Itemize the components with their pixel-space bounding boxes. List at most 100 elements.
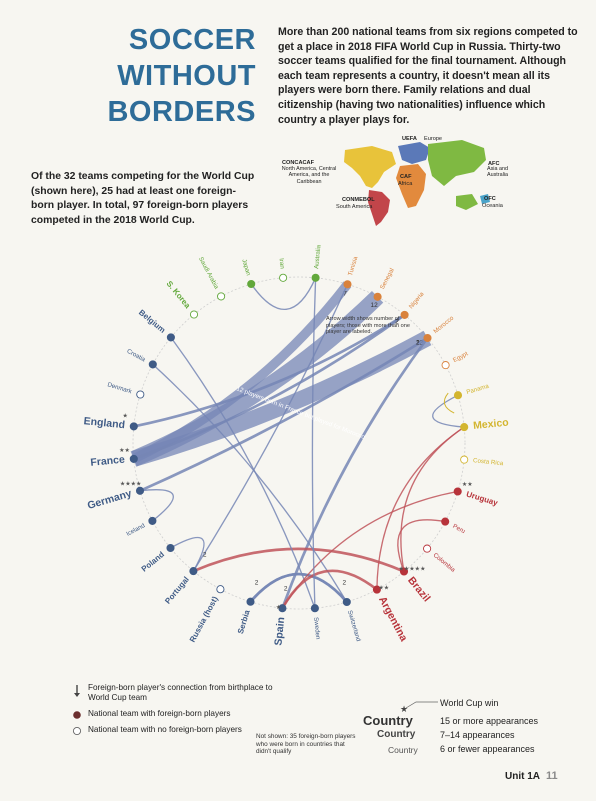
chord-link <box>281 490 458 609</box>
team-label: Switzerland <box>346 610 362 643</box>
chord-link <box>139 336 429 493</box>
mexico-loop-arrow <box>443 392 455 414</box>
chord-link <box>432 394 465 428</box>
team-node <box>166 333 175 342</box>
team-label: Mexico <box>473 417 510 432</box>
tier-medium-label: Country <box>377 729 416 740</box>
map-label-concacaf: CONCACAF <box>282 160 315 166</box>
team-label: Spain <box>272 616 287 646</box>
team-node <box>129 422 138 431</box>
link-value-label: 12 <box>371 302 379 309</box>
team-label: Australia <box>313 244 322 269</box>
chord-link <box>249 572 348 603</box>
team-node <box>423 544 432 553</box>
team-label: Saudi Arabia <box>197 256 220 291</box>
map-label-ofc: OFC <box>484 196 496 202</box>
link-value-label: 2 <box>203 552 207 559</box>
team-node <box>148 360 157 369</box>
world-cup-stars: ★★★★★ <box>399 566 426 573</box>
link-value-label: 2 <box>416 339 420 346</box>
team-label: Uruguay <box>465 490 499 508</box>
team-label: Nigeria <box>408 290 426 310</box>
team-label: Croatia <box>126 348 147 364</box>
tier-large-label: Country <box>363 713 413 728</box>
team-label: Russia (host) <box>188 595 220 644</box>
tier-medium-desc: 7–14 appearances <box>440 730 515 740</box>
team-label: Portugal <box>163 575 191 606</box>
team-node <box>400 310 409 319</box>
wc-win-label: World Cup win <box>440 698 499 708</box>
map-label-europe: Europe <box>424 136 442 142</box>
legend-arrow-icon <box>74 685 80 697</box>
world-cup-stars: ★★★★ <box>120 480 142 487</box>
team-label: Brazil <box>405 575 432 605</box>
team-node <box>311 273 320 282</box>
team-label: Serbia <box>236 608 252 635</box>
map-oceania <box>480 194 490 204</box>
arrow-width-note: Arrow width shows number of players; tho… <box>326 316 410 336</box>
map-north-america <box>344 146 396 188</box>
link-value-label: 2 <box>255 580 259 587</box>
chord-link <box>192 284 349 572</box>
legend-empty-label: National team with no foreign-born playe… <box>88 725 242 734</box>
tier-small-label: Country <box>388 745 418 755</box>
team-label: France <box>90 454 126 469</box>
footer-page: 11 <box>546 770 558 782</box>
wc-win-connector: ★ <box>400 701 438 714</box>
chord-link <box>250 277 317 311</box>
map-label-concacaf-sub: North America, Central America, and the … <box>281 166 337 185</box>
team-node <box>453 487 462 496</box>
chord-link <box>400 426 465 572</box>
team-label: Argentina <box>376 595 410 644</box>
summary-note: Of the 32 teams competing for the World … <box>31 171 255 226</box>
arrow-width-note-wrap: Arrow width shows number of players; tho… <box>326 316 410 336</box>
link-value-label: 7 <box>343 291 347 298</box>
map-shapes <box>344 140 490 226</box>
team-node <box>441 517 450 526</box>
legend-arrow: Foreign-born player's connection from bi… <box>72 683 282 703</box>
world-cup-stars: ★ <box>276 604 281 611</box>
team-node <box>372 585 381 594</box>
tier-large-desc: 15 or more appearances <box>440 716 539 726</box>
intro-text: More than 200 national teams from six re… <box>278 26 578 126</box>
filled-dot-icon <box>73 711 81 719</box>
team-node <box>148 516 157 525</box>
team-node <box>342 597 351 607</box>
chord-link <box>133 313 406 428</box>
link-value-label: 2 <box>395 318 399 325</box>
team-node <box>246 597 255 606</box>
map-label-afc-sub: Asia and Australia <box>487 166 508 179</box>
title-line: BORDERS <box>107 96 256 128</box>
team-node <box>399 567 409 576</box>
team-node <box>189 310 199 319</box>
world-cup-stars: ★★ <box>462 481 473 488</box>
chord-ring <box>132 276 466 610</box>
empty-dot-icon <box>72 726 82 736</box>
team-node <box>423 333 432 343</box>
team-label: Belgium <box>137 308 167 335</box>
map-concacaf-sub-wrap: North America, Central America, and the … <box>281 166 337 185</box>
team-node <box>460 455 469 464</box>
legend-empty: National team with no foreign-born playe… <box>72 725 282 736</box>
link-value-label: 2 <box>395 318 399 325</box>
team-node <box>310 604 319 613</box>
chord-link <box>131 281 352 464</box>
title-line: WITHOUT <box>117 60 256 92</box>
team-label: Costa Rica <box>473 457 504 467</box>
chord-link <box>281 337 429 609</box>
world-cup-stars: ★★ <box>378 585 389 592</box>
team-node <box>460 423 469 432</box>
team-node <box>135 486 145 495</box>
map-asia <box>428 140 486 186</box>
map-south-america <box>368 190 390 226</box>
team-label: Poland <box>140 550 166 574</box>
title-line: SOCCER <box>128 24 256 56</box>
legend-arrow-label: Foreign-born player's connection from bi… <box>88 683 273 702</box>
map-label-oceania: Oceania <box>482 203 504 209</box>
map-australia <box>456 194 478 210</box>
chord-link <box>139 489 174 522</box>
team-label: Colombia <box>432 552 457 574</box>
